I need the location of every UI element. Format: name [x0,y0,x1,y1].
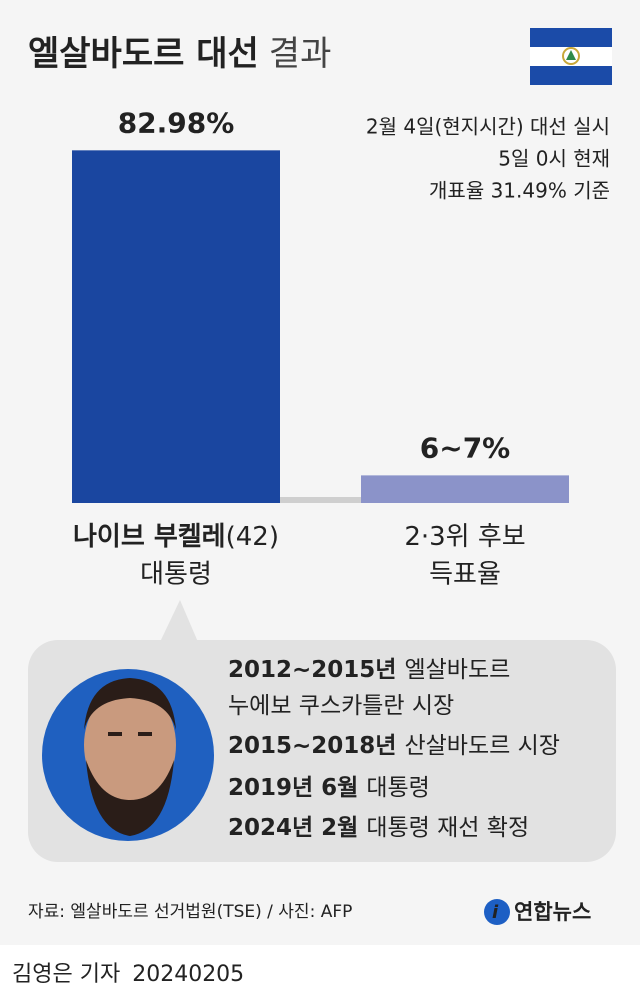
logo: i [484,899,510,925]
profile-text: 산살바도르 시장 [404,733,559,759]
svg-text:i: i [492,902,499,923]
note: 2월 4일(현지시간) 대선 실시 [366,115,610,139]
profile-period: 2019년 6월 [228,775,358,801]
bar [361,475,569,503]
reporter: 김영은 기자 [12,962,120,987]
profile-line: 2019년 6월 대통령 [228,775,430,801]
profile-text: 대통령 [366,775,429,801]
value-label: 82.98% [118,106,235,139]
bar [72,150,280,503]
note: 개표율 31.49% 기준 [429,179,610,203]
category-sublabel: 득표율 [429,560,501,590]
profile-box [28,600,616,862]
profile-line: 2015~2018년 산살바도르 시장 [228,733,560,759]
date: 20240205 [132,962,244,987]
title-suffix: 결과 [269,34,332,74]
profile-line: 2012~2015년 엘살바도르 [228,657,510,683]
candidate-age: (42) [226,522,279,552]
byline: 김영은 기자 20240205 [12,962,244,987]
logo-text: 연합뉴스 [514,900,591,924]
byline-strip [0,945,640,1004]
profile-period: 2024년 2월 [228,815,358,841]
baseline [270,497,370,503]
category-sublabel: 대통령 [140,560,212,590]
profile-text: 누에보 쿠스카틀란 시장 [228,693,454,719]
profile-period: 2012~2015년 [228,657,396,683]
profile-line: 2024년 2월 대통령 재선 확정 [228,815,529,841]
note: 5일 0시 현재 [498,147,610,171]
flag [530,28,612,85]
category-label: 2·3위 후보 [404,522,525,552]
title-main: 엘살바도르 대선 [28,34,259,74]
category-label: 나이브 부켈레(42) [73,522,279,552]
category-name: 나이브 부켈레 [73,522,226,552]
profile-text: 엘살바도르 [404,657,510,683]
profile-text: 대통령 재선 확정 [366,815,529,841]
profile-line: 누에보 쿠스카틀란 시장 [228,693,454,719]
category-name: 2·3위 후보 [404,522,525,552]
source: 자료: 엘살바도르 선거법원(TSE) / 사진: AFP [28,902,352,922]
value-label: 6~7% [420,431,510,464]
chart-title: 엘살바도르 대선 결과 [28,34,331,74]
profile-period: 2015~2018년 [228,733,396,759]
